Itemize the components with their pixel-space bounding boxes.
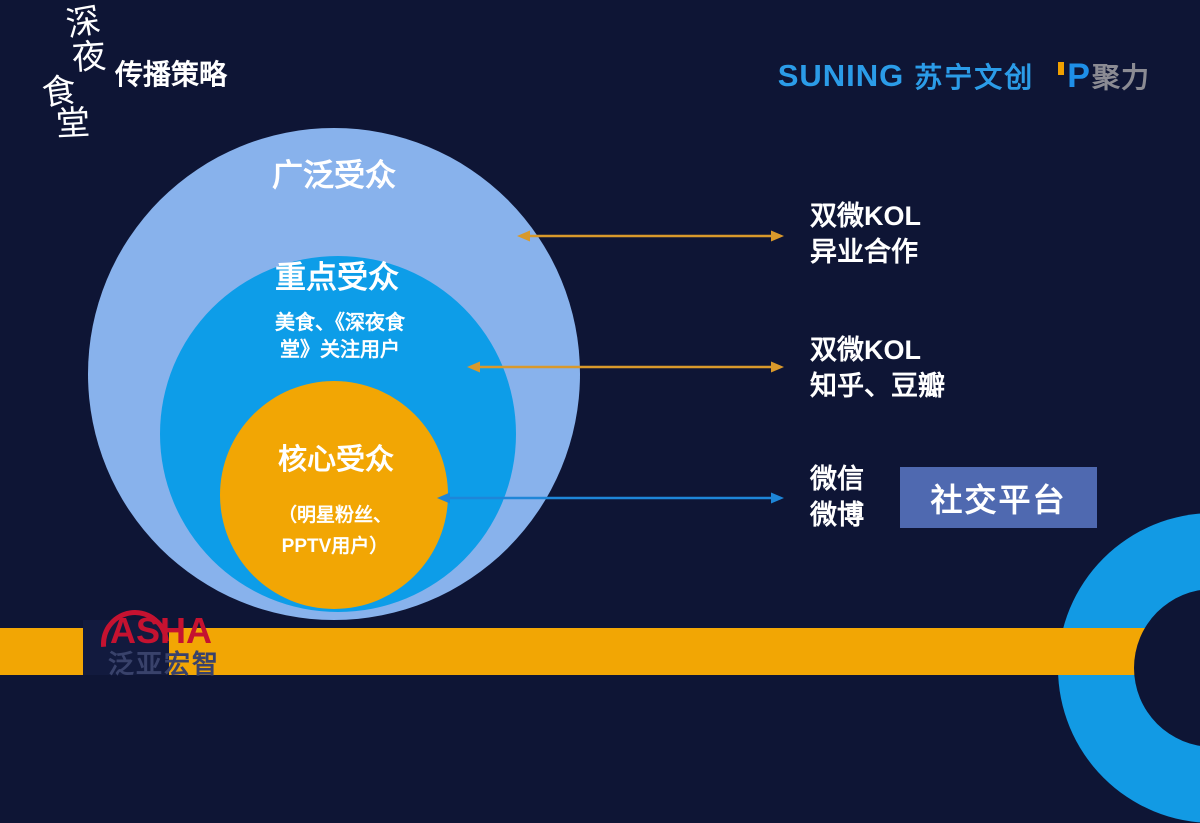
pptv-p-icon: P <box>1067 56 1090 95</box>
annotation-broad: 双微KOL 异业合作 <box>810 198 921 270</box>
annotation-broad-line2: 异业合作 <box>810 237 918 267</box>
footer-bar <box>0 628 1200 675</box>
core-audience-circle <box>220 381 448 609</box>
show-logo-vertical: 深 夜 食 堂 <box>40 0 120 145</box>
key-audience-label: 重点受众 <box>275 260 399 295</box>
juli-label: 聚力 <box>1091 62 1150 93</box>
core-audience-desc-line1: （明星粉丝、 <box>277 505 393 526</box>
annotation-key-line1: 双微KOL <box>810 335 921 365</box>
core-audience-desc: （明星粉丝、 PPTV用户） <box>278 500 392 562</box>
arrow-broad-audience <box>517 230 784 242</box>
logo-char-1: 深 <box>62 0 104 46</box>
asha-logo-backdrop <box>83 620 169 675</box>
annotation-broad-line1: 双微KOL <box>810 201 921 231</box>
key-audience-desc: 美食、《深夜食 堂》关注用户 <box>275 310 405 364</box>
suning-logo: SUNING <box>777 58 905 93</box>
core-audience-label: 核心受众 <box>277 444 395 476</box>
pptv-juli-logo: P 聚力 <box>1058 56 1150 96</box>
annotation-core-line1: 微信 <box>810 464 864 494</box>
core-audience-desc-line2: PPTV用户） <box>281 536 389 557</box>
logo-char-4: 堂 <box>54 102 92 145</box>
page-title: 传播策略 <box>115 59 228 90</box>
asha-logo-text: ASHA <box>110 610 213 651</box>
annotation-core: 微信 微博 <box>810 461 864 533</box>
key-audience-desc-line1: 美食、《深夜食 <box>275 312 405 334</box>
brand-logos: SUNING 苏宁文创 P 聚力 <box>778 56 1150 96</box>
pptv-orange-accent-icon <box>1058 61 1065 75</box>
key-audience-desc-line2: 堂》关注用户 <box>280 339 400 361</box>
social-platform-box: 社交平台 <box>900 467 1097 528</box>
suning-wenchuang-logo: 苏宁文创 <box>914 62 1035 93</box>
asha-logo-cn: 泛亚宏智 <box>108 649 221 679</box>
annotation-key: 双微KOL 知乎、豆瓣 <box>810 332 945 404</box>
annotation-core-line2: 微博 <box>810 500 864 530</box>
annotation-key-line2: 知乎、豆瓣 <box>810 371 945 401</box>
broad-audience-label: 广泛受众 <box>272 158 396 193</box>
